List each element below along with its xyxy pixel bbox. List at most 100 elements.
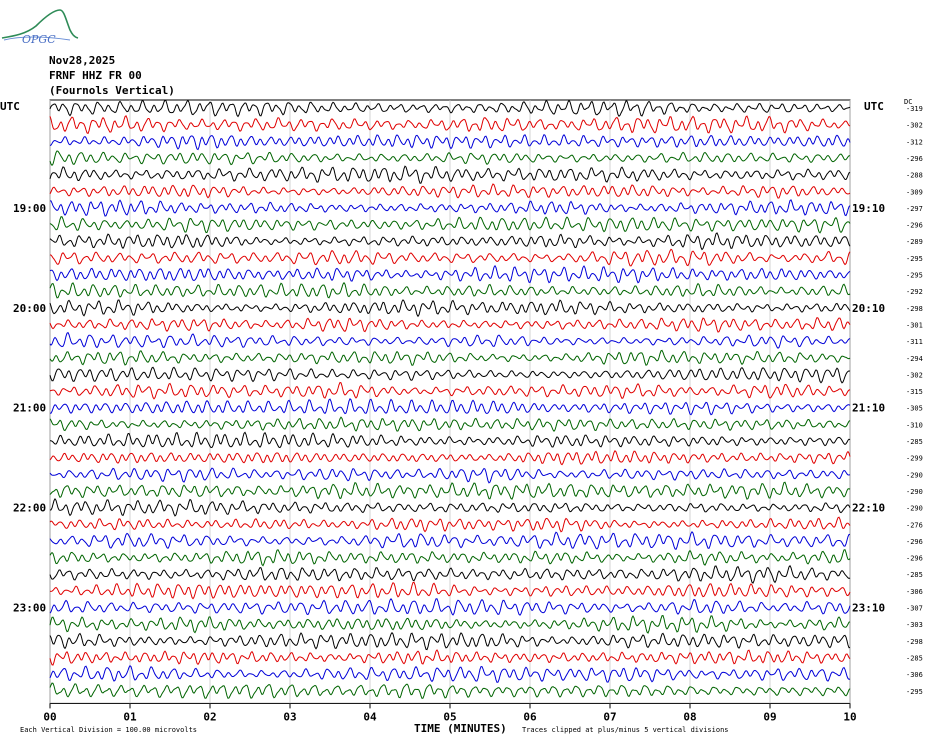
seismic-trace bbox=[49, 299, 851, 318]
footer-vertical-division: Each Vertical Division = 100.00 microvol… bbox=[20, 726, 198, 734]
x-tick-label: 01 bbox=[123, 710, 137, 723]
header-description: (Fournols Vertical) bbox=[49, 84, 175, 97]
seismic-trace bbox=[49, 449, 851, 466]
seismic-trace bbox=[49, 99, 851, 118]
dc-offset-label: -303 bbox=[906, 621, 923, 629]
seismic-trace bbox=[49, 530, 851, 550]
dc-offset-label: -306 bbox=[906, 588, 923, 596]
dc-offset-label: -310 bbox=[906, 421, 923, 429]
dc-offset-label: -296 bbox=[906, 222, 923, 230]
header-date: Nov28,2025 bbox=[49, 54, 116, 67]
x-tick-label: 07 bbox=[603, 710, 616, 723]
seismic-trace bbox=[49, 682, 851, 699]
dc-offset-label: -285 bbox=[906, 438, 923, 446]
seismic-trace bbox=[49, 497, 851, 517]
seismic-trace bbox=[49, 331, 851, 349]
x-tick-label: 09 bbox=[763, 710, 776, 723]
seismic-trace bbox=[49, 665, 851, 683]
seismic-trace bbox=[49, 397, 851, 416]
x-tick-label: 04 bbox=[363, 710, 377, 723]
seismic-trace bbox=[49, 516, 851, 533]
opgc-logo: OPGC bbox=[1, 9, 79, 44]
seismic-trace bbox=[49, 281, 851, 299]
dc-offset-label: -289 bbox=[906, 238, 923, 246]
logo-swoosh bbox=[3, 36, 71, 41]
seismic-trace bbox=[49, 232, 851, 251]
seismic-trace bbox=[49, 381, 851, 400]
dc-offset-label: -307 bbox=[906, 605, 923, 613]
dc-offset-label: -302 bbox=[906, 371, 923, 379]
right-hour-label: 19:10 bbox=[852, 202, 885, 215]
dc-offset-label: -296 bbox=[906, 538, 923, 546]
right-hour-label: 20:10 bbox=[852, 302, 885, 315]
header-station: FRNF HHZ FR 00 bbox=[49, 69, 142, 82]
right-hour-label: 23:10 bbox=[852, 602, 885, 615]
dc-offset-label: -294 bbox=[906, 355, 923, 363]
dc-offset-label: -295 bbox=[906, 272, 923, 280]
seismic-trace bbox=[49, 649, 851, 666]
dc-offset-label: -285 bbox=[906, 654, 923, 662]
left-hour-label: 19:00 bbox=[13, 202, 46, 215]
left-hour-label: 23:00 bbox=[13, 602, 46, 615]
seismic-trace bbox=[49, 564, 851, 584]
right-hour-label: 21:10 bbox=[852, 402, 885, 415]
seismic-trace bbox=[49, 366, 851, 384]
seismic-trace bbox=[49, 597, 851, 616]
left-hour-label: 22:00 bbox=[13, 502, 46, 515]
dc-offset-label: -305 bbox=[906, 405, 923, 413]
dc-offset-label: -297 bbox=[906, 205, 923, 213]
seismic-trace bbox=[49, 481, 851, 500]
logo-mountain-shape bbox=[1, 9, 79, 39]
dc-offset-label: -292 bbox=[906, 288, 923, 296]
left-hour-label: 21:00 bbox=[13, 402, 46, 415]
dc-offset-label: -290 bbox=[906, 488, 923, 496]
x-tick-label: 08 bbox=[683, 710, 696, 723]
dc-offset-label: -299 bbox=[906, 455, 923, 463]
dc-offset-label: -302 bbox=[906, 122, 923, 130]
right-hour-label: 22:10 bbox=[852, 502, 885, 515]
dc-offset-label: -315 bbox=[906, 388, 923, 396]
x-tick-label: 06 bbox=[523, 710, 537, 723]
dc-offset-label: -312 bbox=[906, 138, 923, 146]
dc-offset-label: -295 bbox=[906, 688, 923, 696]
footer-clipping-note: Traces clipped at plus/minus 5 vertical … bbox=[522, 726, 729, 734]
dc-offset-label: -301 bbox=[906, 321, 923, 329]
left-hour-label: 20:00 bbox=[13, 302, 46, 315]
x-tick-label: 05 bbox=[443, 710, 456, 723]
seismic-trace bbox=[49, 183, 851, 199]
dc-offset-label: -311 bbox=[906, 338, 923, 346]
dc-offset-label: -298 bbox=[906, 638, 923, 646]
seismic-trace bbox=[49, 114, 851, 135]
dc-offset-label: -290 bbox=[906, 471, 923, 479]
seismic-trace bbox=[49, 549, 851, 567]
seismic-trace bbox=[49, 581, 851, 600]
dc-offset-label: -296 bbox=[906, 155, 923, 163]
seismic-trace bbox=[49, 248, 851, 267]
dc-offset-label: -298 bbox=[906, 305, 923, 313]
logo-text: OPGC bbox=[22, 33, 56, 44]
seismic-trace bbox=[49, 165, 851, 184]
seismic-trace bbox=[49, 316, 851, 333]
seismic-trace bbox=[49, 416, 851, 433]
right-utc-label: UTC bbox=[864, 100, 884, 113]
x-tick-label: 02 bbox=[203, 710, 216, 723]
dc-offset-label: -306 bbox=[906, 671, 923, 679]
x-tick-label: 10 bbox=[843, 710, 856, 723]
seismic-trace bbox=[49, 349, 851, 366]
seismic-trace bbox=[49, 615, 851, 634]
dc-offset-label: -285 bbox=[906, 571, 923, 579]
seismic-trace bbox=[50, 199, 851, 217]
dc-offset-label: -288 bbox=[906, 172, 923, 180]
seismic-trace bbox=[49, 216, 851, 234]
dc-offset-label: -295 bbox=[906, 255, 923, 263]
x-tick-label: 00 bbox=[43, 710, 56, 723]
seismic-trace bbox=[49, 134, 851, 151]
dc-label: DC bbox=[904, 98, 913, 106]
dc-offset-label: -296 bbox=[906, 555, 923, 563]
seismic-trace bbox=[49, 264, 851, 284]
dc-offset-label: -276 bbox=[906, 521, 923, 529]
seismic-trace bbox=[49, 431, 851, 449]
dc-offset-label: -319 bbox=[906, 105, 923, 113]
dc-offset-label: -309 bbox=[906, 188, 923, 196]
